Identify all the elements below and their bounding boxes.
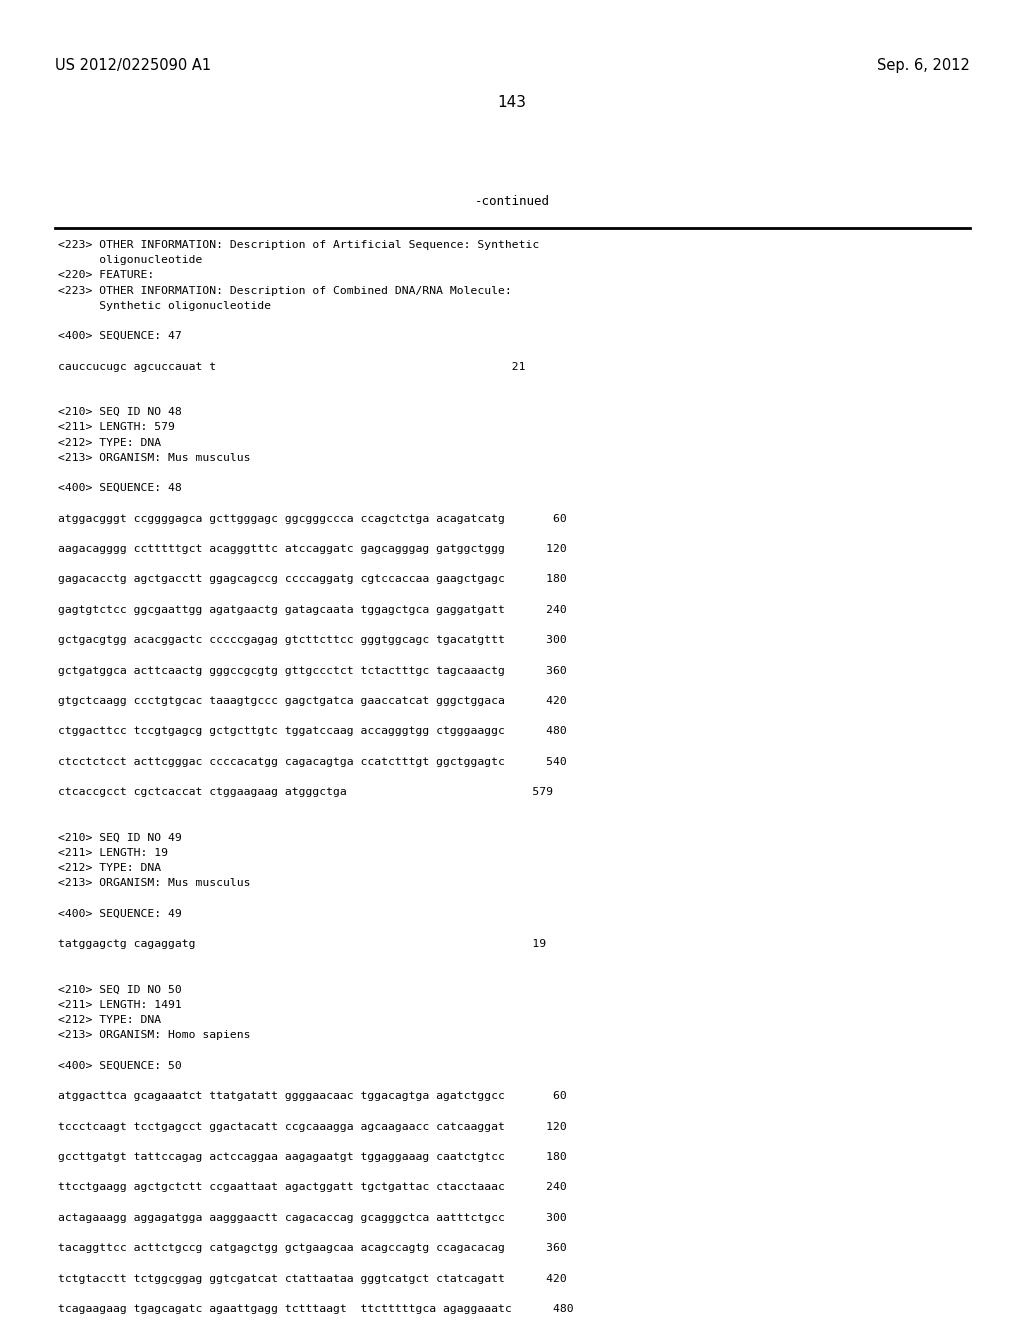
Text: US 2012/0225090 A1: US 2012/0225090 A1: [55, 58, 211, 73]
Text: tacaggttcc acttctgccg catgagctgg gctgaagcaa acagccagtg ccagacacag      360: tacaggttcc acttctgccg catgagctgg gctgaag…: [58, 1243, 566, 1253]
Text: <400> SEQUENCE: 48: <400> SEQUENCE: 48: [58, 483, 181, 494]
Text: gctgacgtgg acacggactc cccccgagag gtcttcttcc gggtggcagc tgacatgttt      300: gctgacgtgg acacggactc cccccgagag gtcttct…: [58, 635, 566, 645]
Text: gccttgatgt tattccagag actccaggaa aagagaatgt tggaggaaag caatctgtcc      180: gccttgatgt tattccagag actccaggaa aagagaa…: [58, 1152, 566, 1162]
Text: -continued: -continued: [474, 195, 550, 209]
Text: Synthetic oligonucleotide: Synthetic oligonucleotide: [58, 301, 271, 310]
Text: <212> TYPE: DNA: <212> TYPE: DNA: [58, 863, 161, 874]
Text: ttcctgaagg agctgctctt ccgaattaat agactggatt tgctgattac ctacctaaac      240: ttcctgaagg agctgctctt ccgaattaat agactgg…: [58, 1183, 566, 1192]
Text: <220> FEATURE:: <220> FEATURE:: [58, 271, 155, 280]
Text: Sep. 6, 2012: Sep. 6, 2012: [878, 58, 970, 73]
Text: <211> LENGTH: 579: <211> LENGTH: 579: [58, 422, 175, 433]
Text: aagacagggg cctttttgct acagggtttc atccaggatc gagcagggag gatggctggg      120: aagacagggg cctttttgct acagggtttc atccagg…: [58, 544, 566, 554]
Text: 143: 143: [498, 95, 526, 110]
Text: <223> OTHER INFORMATION: Description of Combined DNA/RNA Molecule:: <223> OTHER INFORMATION: Description of …: [58, 285, 512, 296]
Text: actagaaagg aggagatgga aagggaactt cagacaccag gcagggctca aatttctgcc      300: actagaaagg aggagatgga aagggaactt cagacac…: [58, 1213, 566, 1222]
Text: <400> SEQUENCE: 49: <400> SEQUENCE: 49: [58, 908, 181, 919]
Text: <210> SEQ ID NO 49: <210> SEQ ID NO 49: [58, 833, 181, 842]
Text: gagacacctg agctgacctt ggagcagccg ccccaggatg cgtccaccaa gaagctgagc      180: gagacacctg agctgacctt ggagcagccg ccccagg…: [58, 574, 566, 585]
Text: <210> SEQ ID NO 50: <210> SEQ ID NO 50: [58, 985, 181, 995]
Text: tatggagctg cagaggatg                                                 19: tatggagctg cagaggatg 19: [58, 940, 546, 949]
Text: atggacgggt ccggggagca gcttgggagc ggcgggccca ccagctctga acagatcatg       60: atggacgggt ccggggagca gcttgggagc ggcgggc…: [58, 513, 566, 524]
Text: cauccucugc agcuccauat t                                           21: cauccucugc agcuccauat t 21: [58, 362, 525, 372]
Text: <213> ORGANISM: Mus musculus: <213> ORGANISM: Mus musculus: [58, 878, 251, 888]
Text: <213> ORGANISM: Homo sapiens: <213> ORGANISM: Homo sapiens: [58, 1031, 251, 1040]
Text: gtgctcaagg ccctgtgcac taaagtgccc gagctgatca gaaccatcat gggctggaca      420: gtgctcaagg ccctgtgcac taaagtgccc gagctga…: [58, 696, 566, 706]
Text: <212> TYPE: DNA: <212> TYPE: DNA: [58, 1015, 161, 1026]
Text: tcagaagaag tgagcagatc agaattgagg tctttaagt  ttctttttgca agaggaaatc      480: tcagaagaag tgagcagatc agaattgagg tctttaa…: [58, 1304, 573, 1313]
Text: ctcaccgcct cgctcaccat ctggaagaag atgggctga                           579: ctcaccgcct cgctcaccat ctggaagaag atgggct…: [58, 787, 553, 797]
Text: <212> TYPE: DNA: <212> TYPE: DNA: [58, 438, 161, 447]
Text: <400> SEQUENCE: 47: <400> SEQUENCE: 47: [58, 331, 181, 341]
Text: tccctcaagt tcctgagcct ggactacatt ccgcaaagga agcaagaacc catcaaggat      120: tccctcaagt tcctgagcct ggactacatt ccgcaaa…: [58, 1122, 566, 1131]
Text: atggacttca gcagaaatct ttatgatatt ggggaacaac tggacagtga agatctggcc       60: atggacttca gcagaaatct ttatgatatt ggggaac…: [58, 1092, 566, 1101]
Text: ctcctctcct acttcgggac ccccacatgg cagacagtga ccatctttgt ggctggagtc      540: ctcctctcct acttcgggac ccccacatgg cagacag…: [58, 756, 566, 767]
Text: gagtgtctcc ggcgaattgg agatgaactg gatagcaata tggagctgca gaggatgatt      240: gagtgtctcc ggcgaattgg agatgaactg gatagca…: [58, 605, 566, 615]
Text: <223> OTHER INFORMATION: Description of Artificial Sequence: Synthetic: <223> OTHER INFORMATION: Description of …: [58, 240, 540, 249]
Text: <400> SEQUENCE: 50: <400> SEQUENCE: 50: [58, 1061, 181, 1071]
Text: <210> SEQ ID NO 48: <210> SEQ ID NO 48: [58, 407, 181, 417]
Text: <213> ORGANISM: Mus musculus: <213> ORGANISM: Mus musculus: [58, 453, 251, 463]
Text: ctggacttcc tccgtgagcg gctgcttgtc tggatccaag accagggtgg ctgggaaggc      480: ctggacttcc tccgtgagcg gctgcttgtc tggatcc…: [58, 726, 566, 737]
Text: oligonucleotide: oligonucleotide: [58, 255, 203, 265]
Text: <211> LENGTH: 1491: <211> LENGTH: 1491: [58, 1001, 181, 1010]
Text: gctgatggca acttcaactg gggccgcgtg gttgccctct tctactttgc tagcaaactg      360: gctgatggca acttcaactg gggccgcgtg gttgccc…: [58, 665, 566, 676]
Text: tctgtacctt tctggcggag ggtcgatcat ctattaataa gggtcatgct ctatcagatt      420: tctgtacctt tctggcggag ggtcgatcat ctattaa…: [58, 1274, 566, 1283]
Text: <211> LENGTH: 19: <211> LENGTH: 19: [58, 847, 168, 858]
